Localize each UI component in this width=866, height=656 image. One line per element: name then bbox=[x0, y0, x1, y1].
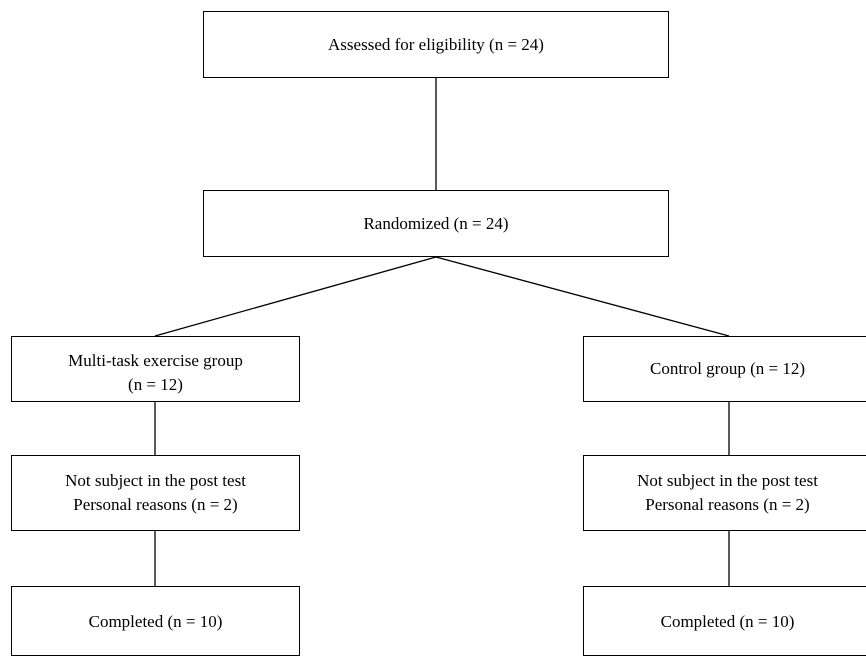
connector-randomized-to-control bbox=[435, 256, 730, 337]
connector-randomized-to-multitask bbox=[154, 256, 437, 337]
control-group-box: Control group (n = 12) bbox=[583, 336, 866, 402]
control-excluded-box: Not subject in the post test Personal re… bbox=[583, 455, 866, 531]
control-completed-box: Completed (n = 10) bbox=[583, 586, 866, 656]
multitask-excluded-count: Personal reasons (n = 2) bbox=[73, 495, 238, 514]
control-excluded-count: Personal reasons (n = 2) bbox=[645, 495, 810, 514]
multitask-excluded-box: Not subject in the post test Personal re… bbox=[11, 455, 300, 531]
randomized-label: Randomized (n = 24) bbox=[363, 214, 509, 233]
multitask-completed-label: Completed (n = 10) bbox=[88, 612, 223, 631]
multitask-completed-box: Completed (n = 10) bbox=[11, 586, 300, 656]
assessed-for-eligibility-box: Assessed for eligibility (n = 24) bbox=[203, 11, 669, 78]
multitask-group-label: Multi-task exercise group bbox=[68, 351, 243, 370]
control-group-label: Control group (n = 12) bbox=[649, 359, 806, 378]
multitask-group-count: (n = 12) bbox=[128, 375, 183, 394]
multitask-exercise-group-box: Multi-task exercise group (n = 12) bbox=[11, 336, 300, 402]
multitask-excluded-reason: Not subject in the post test bbox=[65, 471, 246, 490]
assessed-label: Assessed for eligibility (n = 24) bbox=[328, 35, 544, 54]
control-completed-label: Completed (n = 10) bbox=[660, 612, 795, 631]
randomized-box: Randomized (n = 24) bbox=[203, 190, 669, 257]
control-excluded-reason: Not subject in the post test bbox=[637, 471, 818, 490]
